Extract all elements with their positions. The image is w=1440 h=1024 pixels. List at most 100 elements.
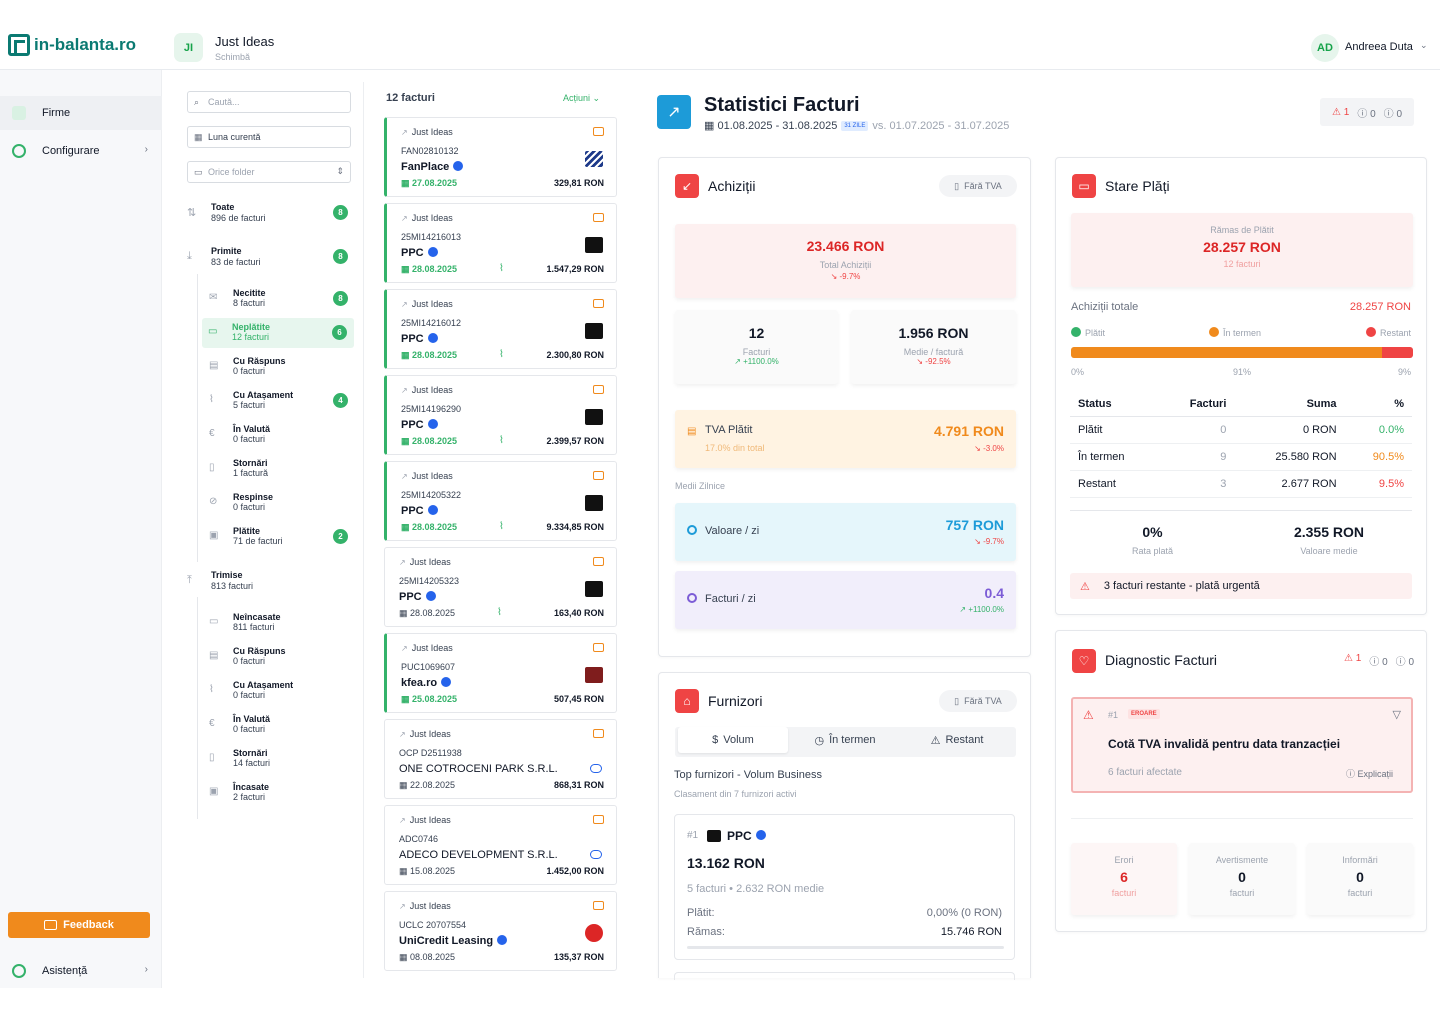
invoice-doc-icon[interactable] xyxy=(593,385,604,394)
invoice-doc-icon[interactable] xyxy=(593,299,604,308)
folder-platite[interactable]: ▣ Plătite 71 de facturi 2 xyxy=(203,522,355,552)
invoice-card[interactable]: Just Ideas PUC1069607 kfea.ro ▦ 25.08.20… xyxy=(384,633,617,713)
folder-cu-raspuns-trimise[interactable]: ▤ Cu Răspuns 0 facturi xyxy=(203,642,355,672)
folder-primite[interactable]: ⤓ Primite 83 de facturi 8 xyxy=(187,243,355,273)
invoice-date-value: 22.08.2025 xyxy=(410,780,456,790)
folder-stornari-trimise[interactable]: ▯ Stornări 14 facturi xyxy=(203,744,355,774)
invoice-card[interactable]: Just Ideas 25MI14205322 PPC ▦ 28.08.2025… xyxy=(384,461,617,541)
period-select[interactable]: ▦ Luna curentă xyxy=(187,126,351,148)
folder-cu-raspuns[interactable]: ▤ Cu Răspuns 0 facturi xyxy=(203,352,355,382)
search-input[interactable]: ⌕ Caută... xyxy=(187,91,351,113)
invoice-doc-icon[interactable] xyxy=(593,815,604,824)
invoice-number: 25MI14216013 xyxy=(401,232,462,242)
feedback-button[interactable]: Feedback xyxy=(8,912,150,938)
tab-in-termen[interactable]: ◷ În termen xyxy=(790,727,900,753)
sidebar-item-firme[interactable]: Firme xyxy=(0,96,162,130)
user-avatar[interactable]: AD xyxy=(1311,34,1339,62)
sidebar-item-asistenta[interactable]: Asistență › xyxy=(0,954,162,988)
folder-select[interactable]: ▭ Orice folder ⇕ xyxy=(187,161,351,183)
next-supplier-card[interactable] xyxy=(674,972,1015,980)
date-range[interactable]: ▦ 01.08.2025 - 31.08.2025 31 ZILE vs. 01.0… xyxy=(704,119,1009,132)
verified-icon xyxy=(427,333,438,343)
table-header-row: Status Facturi Suma % xyxy=(1070,392,1412,417)
invoice-doc-icon[interactable] xyxy=(593,643,604,652)
supplier-name: PPC xyxy=(401,505,424,517)
folder-necitite[interactable]: ✉ Necitite 8 facturi 8 xyxy=(203,284,355,314)
table-row: Plătit 0 0 RON 0.0% xyxy=(1070,416,1412,444)
daily-count: 0.4 xyxy=(984,585,1004,601)
invoice-card[interactable]: Just Ideas 25MI14216012 PPC ▦ 28.08.2025… xyxy=(384,289,617,369)
sidebar-item-configurare[interactable]: Configurare › xyxy=(0,134,162,168)
invoice-card[interactable]: Just Ideas UCLC 20707554 UniCredit Leasi… xyxy=(384,891,617,971)
document-icon: ▯ xyxy=(954,695,960,706)
info-count: ⓘ 0 xyxy=(1395,657,1414,668)
actions-dropdown[interactable]: Acțiuni ⌄ xyxy=(563,93,600,104)
folder-in-valuta-trimise[interactable]: € În Valută 0 facturi xyxy=(203,710,355,740)
supplier-name: PPC xyxy=(399,591,422,603)
invoice-card[interactable]: Just Ideas ADC0746 ADECO DEVELOPMENT S.R… xyxy=(384,805,617,885)
unread-badge: 6 xyxy=(332,325,347,340)
top-supplier-card[interactable]: #1 PPC 13.162 RON 5 facturi • 2.632 RON … xyxy=(674,814,1015,960)
arrow-down-left-icon: ↙ xyxy=(675,174,699,198)
folder-respinse[interactable]: ⊘ Respinse 0 facturi xyxy=(203,488,355,518)
main-sidebar: Firme Configurare › Feedback Asistență › xyxy=(0,70,162,988)
panel-title: Achiziții xyxy=(708,178,756,194)
vat-toggle[interactable]: ▯ Fără TVA xyxy=(939,690,1017,712)
folder-cu-atasament-trimise[interactable]: ⌇ Cu Atașament 0 facturi xyxy=(203,676,355,706)
euro-icon: € xyxy=(209,718,215,729)
diagnostic-alert-counts[interactable]: ⚠ 1 ⓘ 0 ⓘ 0 xyxy=(1344,653,1414,668)
tab-restant[interactable]: ⚠ Restant xyxy=(902,727,1012,753)
diagnostic-issue-card[interactable]: ⚠ #1 EROARE ▽ Cotă TVA invalidă pentru d… xyxy=(1071,697,1413,793)
folder-trimise[interactable]: ⤒ Trimise 813 facturi xyxy=(187,567,355,597)
chevron-down-icon[interactable]: ⌄ xyxy=(1420,40,1428,50)
building-icon xyxy=(12,106,26,120)
vat-toggle[interactable]: ▯ Fără TVA xyxy=(939,175,1017,197)
store-icon: ⌂ xyxy=(675,689,699,713)
filter-icon[interactable]: ▽ xyxy=(1392,709,1401,721)
invoice-card[interactable]: Just Ideas FAN02810132 FanPlace ▦ 27.08.… xyxy=(384,117,617,197)
paid-label: Plătit: xyxy=(687,907,715,919)
ppc-logo-icon xyxy=(585,323,603,339)
invoice-doc-icon[interactable] xyxy=(593,213,604,222)
folder-stornari[interactable]: ▯ Stornări 1 factură xyxy=(203,454,355,484)
alert-summary[interactable]: ⚠ 1 ⓘ 0 ⓘ 0 xyxy=(1320,98,1414,126)
company-change-link[interactable]: Schimbă xyxy=(215,52,251,62)
folder-incasate[interactable]: ▣ Încasate 2 facturi xyxy=(203,778,355,808)
period-value: Luna curentă xyxy=(208,132,261,142)
invoice-card[interactable]: Just Ideas 25MI14196290 PPC ▦ 28.08.2025… xyxy=(384,375,617,455)
row-pct: 9.5% xyxy=(1344,470,1412,498)
avg-value: 2.355 RON xyxy=(1293,524,1365,540)
folder-toate[interactable]: ⇅ Toate 896 de facturi 8 xyxy=(187,199,355,229)
invoice-doc-icon[interactable] xyxy=(593,127,604,136)
folder-neincasate[interactable]: ▭ Neîncasate 811 facturi xyxy=(203,608,355,638)
folder-count: 0 facturi xyxy=(233,502,266,512)
warning-text: 3 facturi restante - plată urgentă xyxy=(1103,580,1260,592)
app-logo[interactable]: in-balanta.ro xyxy=(8,34,136,56)
row-pct: 0.0% xyxy=(1344,416,1412,444)
folder-cu-atasament[interactable]: ⌇ Cu Atașament 5 facturi 4 xyxy=(203,386,355,416)
invoice-doc-icon[interactable] xyxy=(593,729,604,738)
invoice-card[interactable]: Just Ideas 25MI14205323 PPC ▦ 28.08.2025… xyxy=(384,547,617,627)
invoice-card[interactable]: Just Ideas OCP D2511938 ONE COTROCENI PA… xyxy=(384,719,617,799)
search-placeholder: Caută... xyxy=(208,97,240,107)
warning-count-value: 0 xyxy=(1382,657,1388,668)
folder-title: Plătite xyxy=(233,526,261,536)
paperclip-icon: ⌇ xyxy=(209,684,214,695)
folder-neplatite[interactable]: ▭ Neplătite 12 facturi 6 xyxy=(202,318,354,348)
summary-label: Avertismente xyxy=(1215,855,1269,865)
user-name[interactable]: Andreea Duta xyxy=(1345,41,1413,53)
invoice-doc-icon[interactable] xyxy=(593,557,604,566)
average-value: 2.355 RON Valoare medie xyxy=(1246,524,1412,556)
tab-volum[interactable]: $ Volum xyxy=(678,727,788,753)
invoice-date: ▦ 08.08.2025 xyxy=(399,952,456,962)
fanplace-logo-icon xyxy=(585,151,603,167)
legend-label: Plătit xyxy=(1085,328,1106,338)
invoice-doc-icon[interactable] xyxy=(593,901,604,910)
folder-in-valuta[interactable]: € În Valută 0 facturi xyxy=(203,420,355,450)
invoice-card[interactable]: Just Ideas 25MI14216013 PPC ▦ 28.08.2025… xyxy=(384,203,617,283)
invoice-doc-icon[interactable] xyxy=(593,471,604,480)
explain-link[interactable]: ⓘ Explicații xyxy=(1345,769,1393,779)
company-name[interactable]: Just Ideas xyxy=(215,34,275,49)
company-avatar[interactable]: JI xyxy=(174,33,203,62)
invoice-amount: 163,40 RON xyxy=(553,608,604,618)
